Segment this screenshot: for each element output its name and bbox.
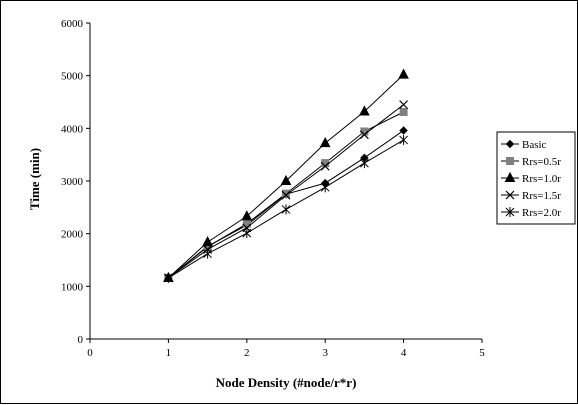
legend-item: Rrs=2.0r (501, 207, 561, 219)
data-point (281, 204, 291, 215)
legend-item: Rrs=0.5r (501, 156, 561, 168)
data-point (242, 228, 252, 239)
legend-marker (505, 207, 515, 217)
data-point (359, 105, 370, 116)
data-point (399, 108, 408, 117)
data-point (399, 126, 408, 135)
x-tick-label: 4 (401, 347, 407, 359)
data-point (319, 137, 331, 148)
y-tick-label: 5000 (61, 71, 84, 83)
data-point (399, 134, 408, 145)
x-tick-label: 3 (322, 347, 328, 359)
data-point (320, 161, 330, 171)
data-point (398, 68, 409, 79)
data-point (202, 236, 213, 247)
y-tick-label: 1000 (61, 281, 84, 293)
legend-marker (505, 190, 515, 200)
data-point (281, 190, 291, 200)
legend-item: Rrs=1.5r (501, 190, 561, 202)
data-point (359, 130, 369, 140)
legend: Basic Rrs=0.5r Rrs=1.0r Rrs=1.5r Rrs=2.0r (496, 131, 576, 225)
legend-marker (505, 139, 515, 149)
series-1 (164, 126, 408, 283)
data-point (203, 248, 212, 259)
legend-label: Basic (522, 139, 547, 151)
legend-label: Rrs=1.0r (522, 173, 561, 185)
x-tick-label: 2 (244, 347, 250, 359)
legend-marker (504, 171, 516, 182)
x-tick-label: 0 (87, 347, 93, 359)
series-layer (163, 68, 409, 283)
series-3 (163, 68, 409, 282)
data-point (399, 100, 409, 110)
legend-item: Basic (501, 139, 547, 151)
legend-label: Rrs=1.5r (522, 190, 561, 202)
y-tick-label: 2000 (61, 229, 84, 241)
data-point (164, 272, 173, 283)
legend-label: Rrs=0.5r (522, 156, 561, 168)
y-axis-title: Time (min) (27, 148, 42, 210)
data-point (282, 189, 290, 198)
data-point (320, 182, 330, 193)
y-tick-label: 3000 (61, 176, 84, 188)
axes: 0 1000 2000 3000 4000 5000 6000 0 1 2 3 4 5 (61, 18, 485, 359)
data-point (280, 174, 292, 185)
legend-label: Rrs=2.0r (522, 207, 561, 219)
series-5 (164, 134, 408, 283)
x-tick-label: 1 (166, 347, 172, 359)
legend-marker (506, 157, 514, 165)
y-tick-label: 0 (78, 334, 84, 346)
x-tick-label: 5 (479, 347, 485, 359)
data-point (241, 210, 253, 221)
x-axis-title: Node Density (#node/r*r) (216, 375, 357, 390)
y-tick-label: 6000 (61, 18, 84, 30)
y-tick-label: 4000 (61, 123, 84, 135)
data-point (360, 158, 369, 169)
legend-item: Rrs=1.0r (501, 171, 561, 185)
